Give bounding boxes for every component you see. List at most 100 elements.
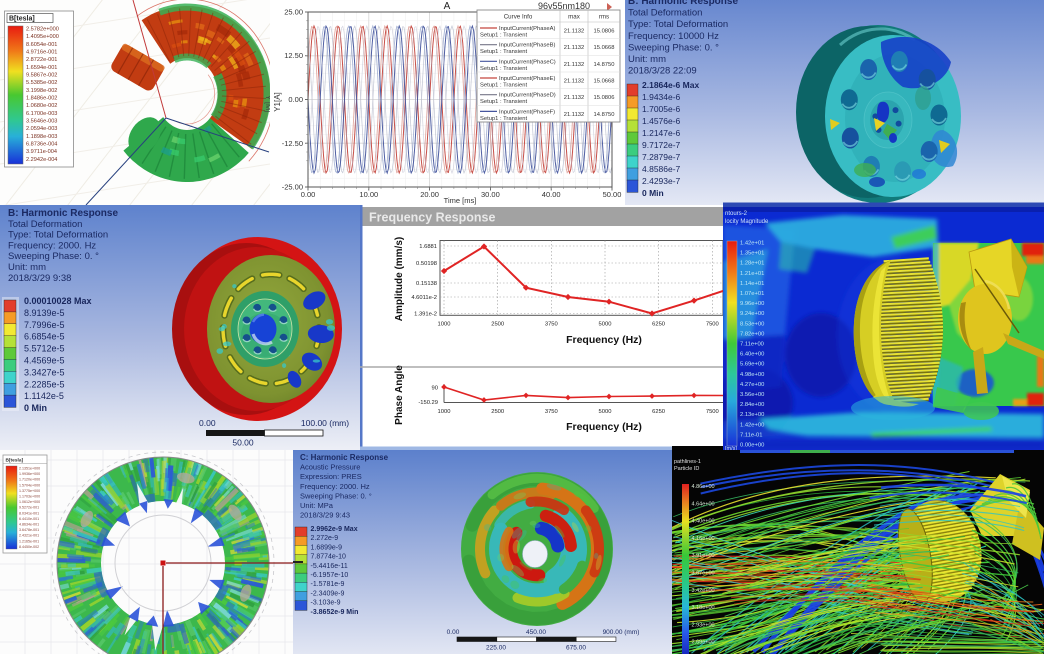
svg-text:pathlines-1: pathlines-1 bbox=[674, 459, 701, 465]
svg-text:Sweeping Phase: 0. °: Sweeping Phase: 0. ° bbox=[628, 42, 719, 53]
svg-text:InputCurrent(PhaseD): InputCurrent(PhaseD) bbox=[499, 93, 556, 99]
svg-text:8.6054e-001: 8.6054e-001 bbox=[26, 42, 57, 48]
svg-text:4.6011e-2: 4.6011e-2 bbox=[411, 295, 437, 301]
svg-text:Setup1 : Transient: Setup1 : Transient bbox=[480, 116, 527, 122]
svg-text:6.1700e-003: 6.1700e-003 bbox=[26, 111, 57, 117]
svg-text:-3.8652e-9 Min: -3.8652e-9 Min bbox=[311, 609, 359, 616]
svg-text:21.1132: 21.1132 bbox=[564, 95, 585, 101]
svg-text:7500: 7500 bbox=[706, 321, 719, 327]
svg-text:14.8750: 14.8750 bbox=[594, 62, 615, 68]
svg-text:1.07e+01: 1.07e+01 bbox=[740, 291, 764, 297]
svg-text:[m/s]: [m/s] bbox=[725, 446, 737, 450]
svg-text:Setup1 : Transient: Setup1 : Transient bbox=[480, 49, 527, 55]
svg-text:1.28e+01: 1.28e+01 bbox=[740, 261, 764, 267]
svg-text:1.5704e+000: 1.5704e+000 bbox=[19, 483, 40, 487]
svg-text:1.14e+01: 1.14e+01 bbox=[740, 281, 764, 287]
svg-text:InputCurrent(PhaseF): InputCurrent(PhaseF) bbox=[499, 109, 555, 115]
svg-text:7.2879e-7: 7.2879e-7 bbox=[642, 152, 681, 162]
svg-text:7.11e+00: 7.11e+00 bbox=[740, 342, 764, 348]
svg-text:3.18e+00: 3.18e+00 bbox=[692, 605, 715, 611]
svg-text:-5.4416e-11: -5.4416e-11 bbox=[311, 563, 348, 570]
svg-text:8.53e+00: 8.53e+00 bbox=[740, 321, 764, 327]
svg-text:6250: 6250 bbox=[652, 321, 665, 327]
svg-text:20.00: 20.00 bbox=[420, 190, 439, 199]
svg-text:rms: rms bbox=[599, 14, 609, 21]
svg-text:Total Deformation: Total Deformation bbox=[8, 219, 82, 230]
svg-text:Setup1 : Transient: Setup1 : Transient bbox=[480, 33, 527, 39]
svg-text:Frequency: 10000 Hz: Frequency: 10000 Hz bbox=[628, 31, 719, 42]
svg-text:InputCurrent(PhaseC): InputCurrent(PhaseC) bbox=[499, 59, 556, 65]
svg-text:21.1132: 21.1132 bbox=[564, 62, 585, 68]
svg-text:21.1132: 21.1132 bbox=[564, 112, 585, 118]
svg-text:1.3775e+000: 1.3775e+000 bbox=[19, 489, 40, 493]
svg-text:B: Harmonic Response: B: Harmonic Response bbox=[8, 208, 118, 219]
svg-text:1.42e+01: 1.42e+01 bbox=[740, 241, 764, 247]
svg-text:ntours-2: ntours-2 bbox=[725, 211, 748, 217]
svg-text:4.8586e-7: 4.8586e-7 bbox=[642, 164, 681, 174]
svg-text:7.8774e-10: 7.8774e-10 bbox=[311, 554, 347, 561]
svg-text:15.0668: 15.0668 bbox=[594, 45, 615, 51]
svg-text:225.00: 225.00 bbox=[486, 645, 506, 652]
svg-text:2.84e+00: 2.84e+00 bbox=[740, 402, 764, 408]
svg-text:6.4410e-001: 6.4410e-001 bbox=[19, 517, 39, 521]
svg-text:C: Harmonic Response: C: Harmonic Response bbox=[300, 453, 389, 462]
svg-text:max: max bbox=[568, 14, 581, 21]
svg-text:Unit: MPa: Unit: MPa bbox=[300, 501, 334, 510]
svg-text:40.00: 40.00 bbox=[542, 190, 561, 199]
svg-text:1.4576e-6: 1.4576e-6 bbox=[642, 116, 681, 126]
svg-text:900.00 (mm): 900.00 (mm) bbox=[603, 629, 640, 636]
svg-text:1.9936e+000: 1.9936e+000 bbox=[19, 472, 40, 476]
svg-text:9.96e+00: 9.96e+00 bbox=[740, 301, 764, 307]
svg-text:1.42e+00: 1.42e+00 bbox=[740, 422, 764, 428]
svg-text:10.00: 10.00 bbox=[359, 190, 378, 199]
svg-text:4.86e+00: 4.86e+00 bbox=[692, 484, 715, 490]
svg-text:50.00: 50.00 bbox=[603, 190, 622, 199]
svg-text:2.1864e-6 Max: 2.1864e-6 Max bbox=[642, 80, 699, 90]
svg-text:1.2165e-001: 1.2165e-001 bbox=[19, 539, 39, 543]
svg-text:-25.00: -25.00 bbox=[282, 183, 303, 192]
svg-text:Y [M]: Y [M] bbox=[264, 95, 270, 112]
svg-text:3.6478e-001: 3.6478e-001 bbox=[19, 528, 39, 532]
svg-text:-1.5781e-9: -1.5781e-9 bbox=[311, 581, 345, 588]
svg-text:-150.29: -150.29 bbox=[418, 400, 438, 406]
svg-text:9.5272e-001: 9.5272e-001 bbox=[19, 506, 39, 510]
svg-text:0.00: 0.00 bbox=[199, 418, 216, 428]
svg-text:2500: 2500 bbox=[491, 409, 504, 415]
svg-text:-12.50: -12.50 bbox=[282, 139, 303, 148]
svg-text:Type: Total Deformation: Type: Total Deformation bbox=[8, 230, 108, 241]
svg-text:B[tesla]: B[tesla] bbox=[9, 16, 35, 23]
svg-text:locity Magnitude: locity Magnitude bbox=[725, 219, 769, 225]
svg-text:3.42e+00: 3.42e+00 bbox=[692, 588, 715, 594]
svg-text:1.7005e-6: 1.7005e-6 bbox=[642, 104, 681, 114]
svg-text:0.50198: 0.50198 bbox=[416, 261, 437, 267]
svg-text:1.0612e+000: 1.0612e+000 bbox=[19, 500, 40, 504]
svg-text:1.391e-2: 1.391e-2 bbox=[414, 312, 437, 318]
svg-text:3.91e+00: 3.91e+00 bbox=[692, 553, 715, 559]
svg-text:5000: 5000 bbox=[599, 321, 612, 327]
svg-text:B[tesla]: B[tesla] bbox=[6, 458, 24, 464]
svg-text:5000: 5000 bbox=[599, 409, 612, 415]
svg-text:5.5385e-002: 5.5385e-002 bbox=[26, 80, 57, 86]
svg-text:3.9711e-004: 3.9711e-004 bbox=[26, 149, 57, 155]
svg-text:7500: 7500 bbox=[706, 409, 719, 415]
svg-text:1.1142e-5: 1.1142e-5 bbox=[24, 391, 64, 401]
svg-text:1.6899e-9: 1.6899e-9 bbox=[311, 544, 343, 551]
svg-text:4.8634e-001: 4.8634e-001 bbox=[19, 523, 39, 527]
svg-text:Phase Angle: Phase Angle bbox=[394, 365, 405, 425]
svg-text:6250: 6250 bbox=[652, 409, 665, 415]
svg-text:6.40e+00: 6.40e+00 bbox=[740, 352, 764, 358]
svg-text:2.4321e-001: 2.4321e-001 bbox=[19, 534, 39, 538]
svg-text:Curve Info: Curve Info bbox=[504, 14, 533, 21]
svg-text:30.00: 30.00 bbox=[481, 190, 500, 199]
svg-text:2.4293e-7: 2.4293e-7 bbox=[642, 176, 681, 186]
svg-text:-2.3409e-9: -2.3409e-9 bbox=[311, 590, 345, 597]
svg-text:0.15138: 0.15138 bbox=[416, 281, 437, 287]
svg-text:2.5782e+000: 2.5782e+000 bbox=[26, 27, 59, 33]
svg-text:50.00: 50.00 bbox=[232, 438, 254, 448]
svg-text:2018/3/29 9:43: 2018/3/29 9:43 bbox=[300, 511, 350, 520]
svg-text:2.93e+00: 2.93e+00 bbox=[692, 622, 715, 628]
svg-text:Unit: mm: Unit: mm bbox=[8, 262, 46, 273]
svg-text:4.4569e-5: 4.4569e-5 bbox=[24, 356, 65, 366]
svg-text:3750: 3750 bbox=[545, 409, 558, 415]
svg-text:1.7120e+000: 1.7120e+000 bbox=[19, 478, 40, 482]
